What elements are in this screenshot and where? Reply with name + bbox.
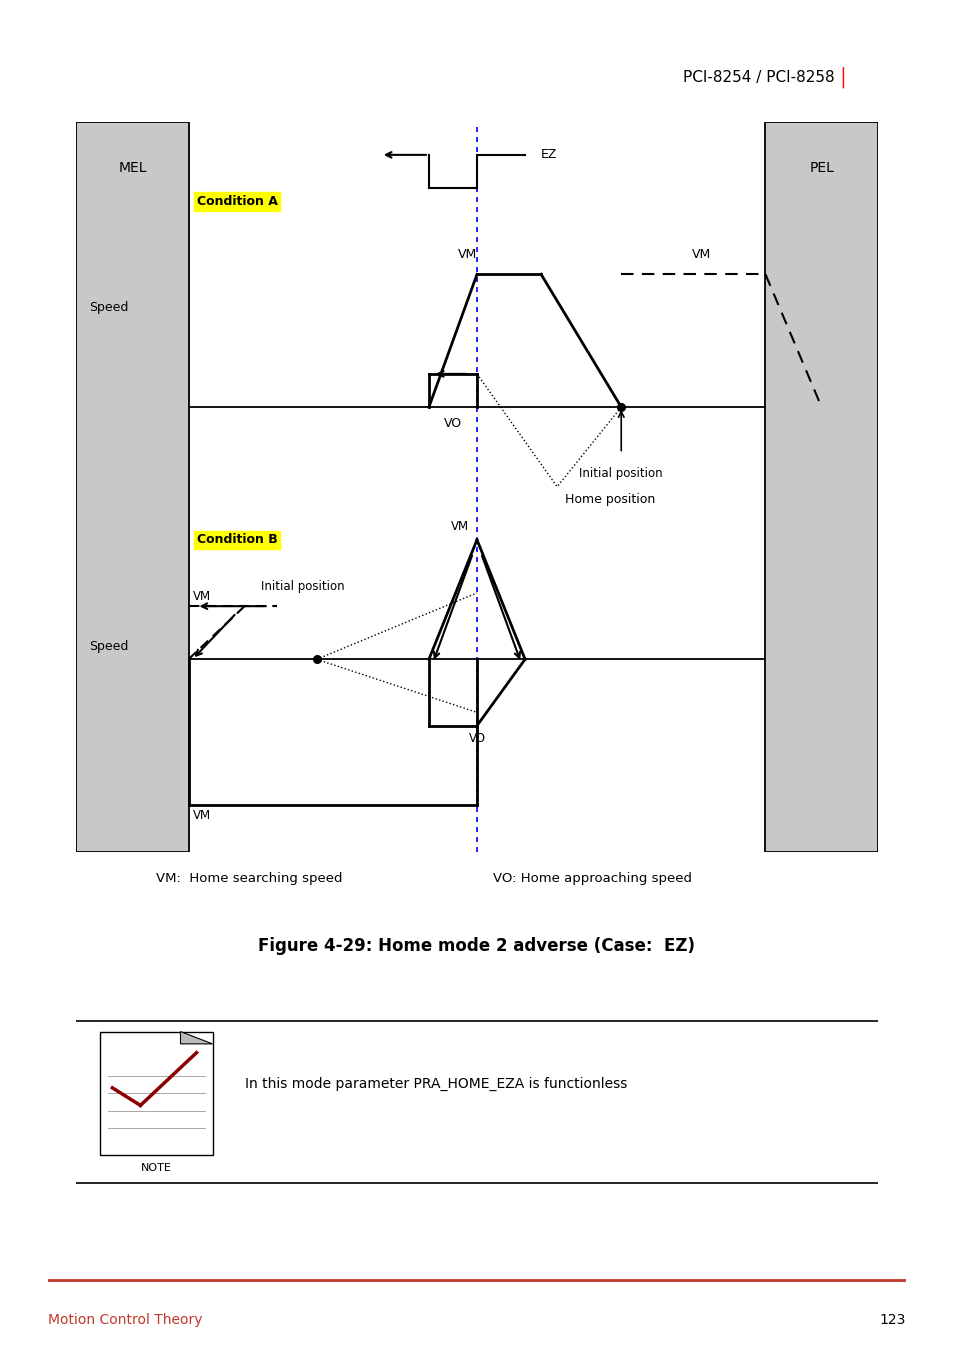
Text: VM: VM xyxy=(457,247,476,261)
Text: NOTE: NOTE xyxy=(141,1163,172,1174)
Text: │: │ xyxy=(837,66,847,88)
Text: Speed: Speed xyxy=(89,301,128,314)
Text: Motion Control Theory: Motion Control Theory xyxy=(48,1313,202,1326)
Text: PCI-8254 / PCI-8258: PCI-8254 / PCI-8258 xyxy=(682,70,834,85)
Text: VM: VM xyxy=(451,521,469,533)
Text: 123: 123 xyxy=(879,1313,905,1326)
Text: VM: VM xyxy=(193,589,211,603)
Polygon shape xyxy=(180,1032,213,1044)
Bar xyxy=(76,122,189,852)
Text: EZ: EZ xyxy=(540,149,557,161)
Text: Initial position: Initial position xyxy=(578,466,662,480)
Text: Speed: Speed xyxy=(89,639,128,653)
Text: VM: VM xyxy=(193,808,211,822)
Text: VO: VO xyxy=(443,416,461,430)
Text: Condition A: Condition A xyxy=(196,195,277,208)
Text: Figure 4-29: Home mode 2 adverse (Case:  EZ): Figure 4-29: Home mode 2 adverse (Case: … xyxy=(258,937,695,955)
Text: In this mode parameter PRA_HOME_EZA is functionless: In this mode parameter PRA_HOME_EZA is f… xyxy=(244,1078,626,1091)
Text: VO: Home approaching speed: VO: Home approaching speed xyxy=(493,872,691,886)
Text: Home position: Home position xyxy=(564,493,655,507)
Text: Initial position: Initial position xyxy=(260,580,344,592)
Bar xyxy=(764,122,877,852)
Text: VM: VM xyxy=(691,247,710,261)
Text: MEL: MEL xyxy=(118,161,147,176)
Text: Condition B: Condition B xyxy=(196,533,277,546)
Text: PEL: PEL xyxy=(808,161,833,176)
Text: VO: VO xyxy=(468,733,485,745)
Bar xyxy=(100,1032,213,1155)
Text: VM:  Home searching speed: VM: Home searching speed xyxy=(156,872,342,886)
